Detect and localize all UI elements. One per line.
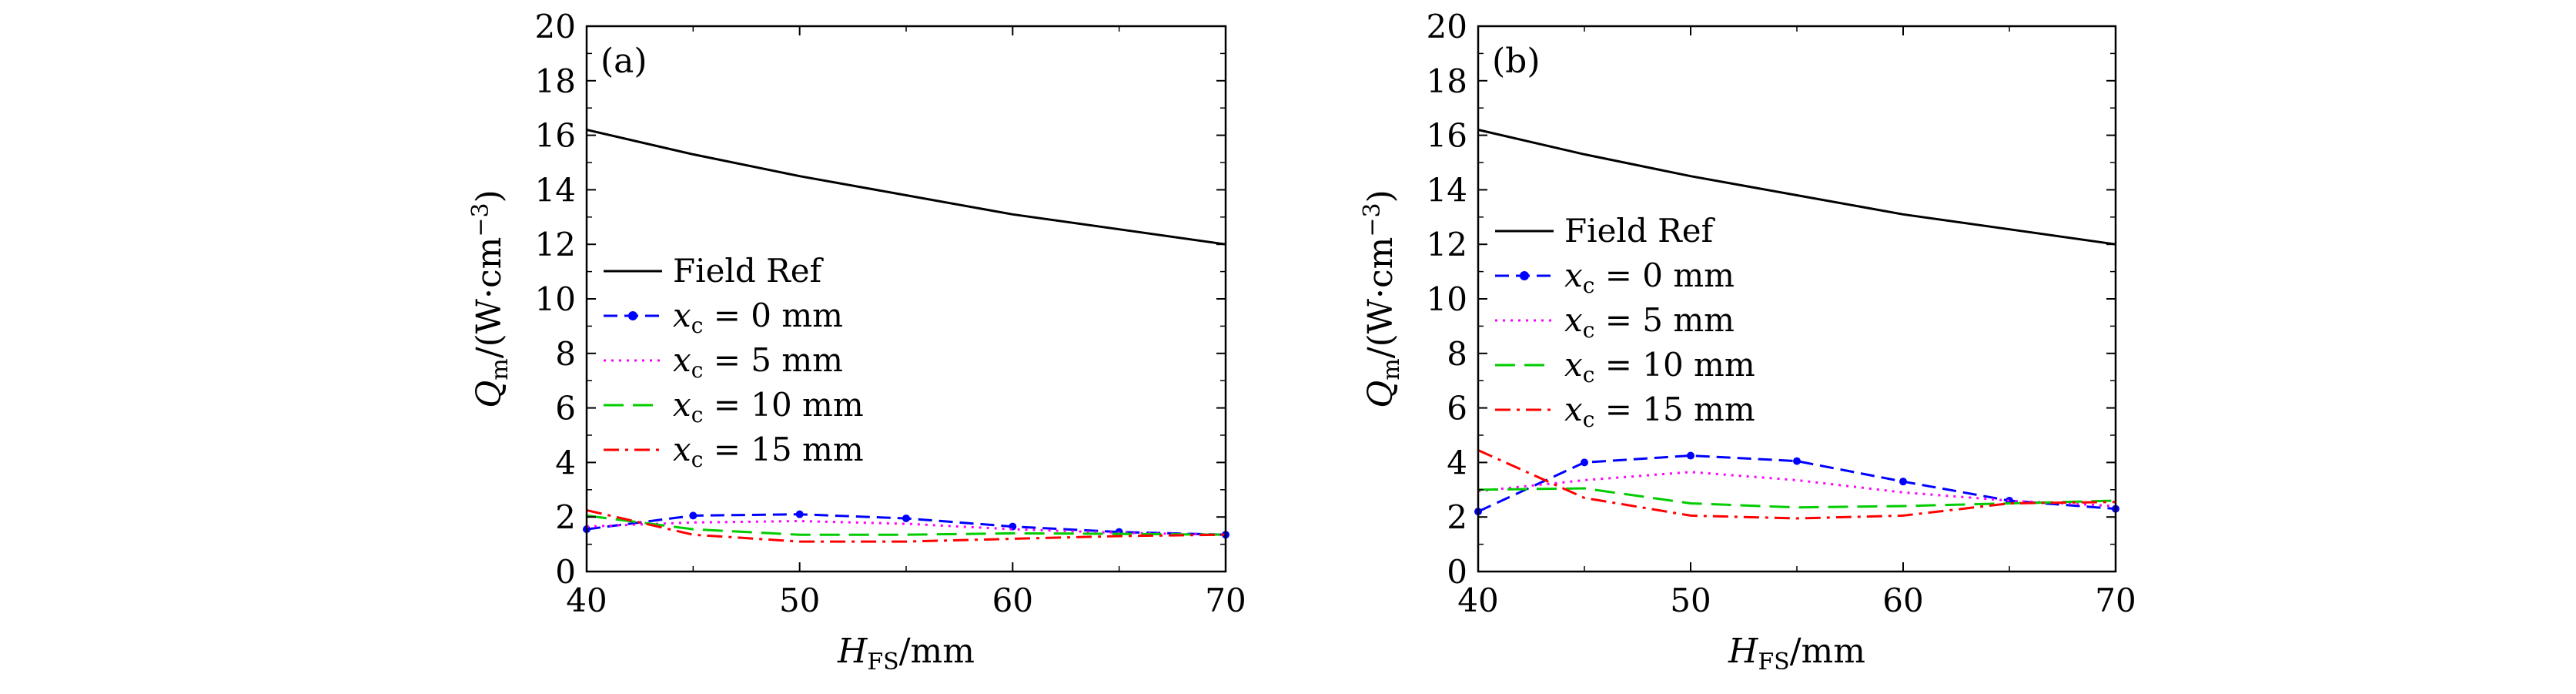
y-tick-label: 0	[1447, 553, 1467, 591]
y-tick-label: 16	[1427, 117, 1467, 155]
y-tick-label: 2	[1447, 498, 1467, 536]
x-tick-label: 40	[566, 582, 607, 619]
y-tick-label: 8	[555, 335, 576, 373]
data-point-1-2	[795, 510, 804, 518]
legend-marker-1	[628, 311, 637, 320]
x-axis-label: HFS/mm	[1728, 632, 1865, 676]
x-tick-label: 50	[779, 582, 820, 619]
legend-label-4: xc = 15 mm	[1564, 391, 1755, 432]
y-tick-label: 10	[535, 280, 576, 318]
y-axis-label: Qm/(W·cm−3)	[1359, 189, 1405, 408]
y-tick-label: 10	[1427, 280, 1467, 318]
x-tick-label: 40	[1457, 582, 1498, 619]
series-line-4	[1477, 449, 2116, 520]
y-tick-label: 6	[1447, 390, 1467, 427]
series-line-3	[1477, 487, 2116, 509]
y-tick-label: 4	[555, 444, 576, 481]
panel-label: (b)	[1492, 42, 1541, 81]
x-tick-label: 70	[1205, 582, 1246, 619]
data-point-1-1	[689, 511, 698, 520]
data-point-1-3	[1793, 457, 1801, 465]
y-tick-label: 18	[535, 62, 576, 100]
series-line-4	[586, 508, 1226, 543]
data-point-1-1	[1581, 458, 1588, 467]
y-tick-label: 0	[555, 553, 576, 591]
series-line-0	[1477, 129, 2116, 246]
y-tick-label: 20	[535, 8, 576, 45]
panel-label: (a)	[601, 42, 647, 81]
legend-label-1: xc = 0 mm	[1564, 256, 1735, 298]
y-tick-label: 8	[1447, 335, 1467, 373]
chart-panel-0: 40 50 60 70 0 2 4 6 8 10 12 14 16 18 20 (a) HFS/mm Qm/(W·…	[467, 8, 1246, 676]
y-tick-label: 20	[1427, 8, 1467, 45]
chart-panel-1: 40 50 60 70 0 2 4 6 8 10 12 14 16 18 20 (b) HFS/mm Qm/(W·…	[1359, 8, 2136, 676]
x-tick-label: 60	[992, 582, 1033, 619]
legend-label-0: Field Ref	[673, 252, 825, 290]
y-tick-label: 16	[535, 117, 576, 155]
y-tick-label: 4	[1447, 444, 1467, 481]
y-tick-label: 18	[1427, 62, 1467, 100]
y-tick-label: 12	[535, 226, 576, 263]
x-tick-label: 50	[1670, 582, 1711, 619]
plot-frame	[1477, 25, 2117, 573]
x-axis-label: HFS/mm	[837, 632, 975, 676]
series-line-2	[1477, 471, 2116, 508]
legend-label-3: xc = 10 mm	[673, 386, 864, 427]
legend-label-1: xc = 0 mm	[673, 297, 843, 338]
data-point-1-2	[1687, 451, 1694, 460]
x-tick-label: 60	[1882, 582, 1923, 619]
legend-label-4: xc = 15 mm	[673, 431, 864, 472]
legend-marker-1	[1520, 271, 1529, 280]
legend-label-0: Field Ref	[1564, 212, 1716, 250]
y-tick-label: 14	[1427, 171, 1467, 209]
series-line-0	[586, 129, 1226, 246]
data-point-1-3	[902, 514, 910, 522]
y-tick-label: 12	[1427, 226, 1467, 263]
y-tick-label: 6	[555, 390, 576, 427]
legend-label-2: xc = 5 mm	[1564, 301, 1735, 343]
series-line-3	[586, 514, 1226, 536]
y-tick-label: 14	[535, 171, 576, 209]
y-tick-label: 2	[555, 498, 576, 536]
legend-label-2: xc = 5 mm	[673, 341, 843, 383]
x-tick-label: 70	[2095, 582, 2136, 619]
legend-label-3: xc = 10 mm	[1564, 346, 1755, 387]
y-axis-label: Qm/(W·cm−3)	[467, 189, 514, 408]
data-point-1-4	[1899, 478, 1907, 486]
